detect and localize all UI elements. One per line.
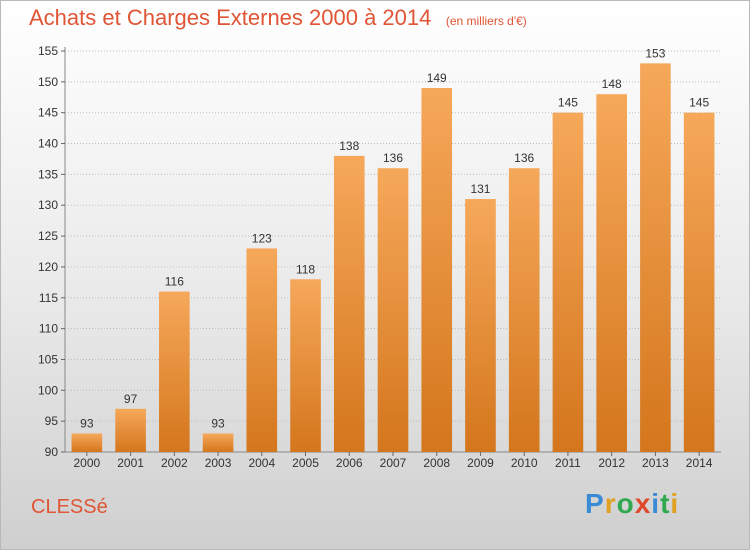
chart-title: Achats et Charges Externes 2000 à 2014 (… (29, 5, 527, 31)
value-labels: 93 97 116 93 123 118 138 136 149 131 136 145 148 153 1… (80, 46, 709, 430)
bar (465, 199, 496, 452)
x-tick-label: 2006 (336, 456, 363, 470)
x-ticks: 2000 2001 2002 2003 2004 2005 2006 2007 2008 2009… (74, 452, 713, 470)
bars (71, 63, 715, 452)
data-label: 149 (427, 71, 447, 85)
x-tick-label: 2008 (423, 456, 450, 470)
x-tick-label: 2004 (248, 456, 275, 470)
y-tick-label: 130 (38, 198, 58, 212)
brand-letter: r (604, 488, 617, 519)
title-main: Achats et Charges Externes 2000 à 2014 (29, 5, 432, 30)
bar (71, 433, 103, 452)
bar (640, 63, 671, 452)
data-label: 138 (339, 139, 359, 153)
data-label: 145 (689, 96, 709, 110)
bar (290, 279, 321, 452)
data-label: 118 (296, 262, 315, 276)
brand-letter: o (616, 488, 635, 519)
bar (377, 168, 409, 452)
y-tick-label: 150 (38, 75, 58, 89)
y-tick-label: 140 (38, 137, 58, 151)
y-tick-label: 110 (39, 322, 58, 336)
bar (596, 94, 627, 452)
x-tick-label: 2013 (642, 456, 669, 470)
bar (202, 433, 234, 452)
x-tick-label: 2014 (686, 456, 713, 470)
y-tick-label: 115 (39, 291, 58, 305)
x-tick-label: 2012 (598, 456, 625, 470)
y-tick-label: 95 (45, 414, 59, 428)
data-label: 131 (470, 182, 490, 196)
title-subtitle: (en milliers d'€) (445, 14, 527, 28)
bar (246, 248, 278, 452)
y-tick-label: 125 (38, 229, 58, 243)
y-tick-label: 105 (38, 352, 58, 366)
data-label: 93 (211, 416, 225, 430)
data-label: 136 (383, 151, 403, 165)
brand-letter: P (585, 488, 605, 519)
x-tick-label: 2010 (511, 456, 538, 470)
data-label: 148 (602, 77, 622, 91)
brand-letter: t (660, 488, 671, 519)
x-tick-label: 2002 (161, 456, 188, 470)
brand-letter: i (670, 488, 680, 519)
x-tick-label: 2007 (380, 456, 407, 470)
bar (552, 112, 584, 452)
brand-letter: x (634, 488, 652, 519)
data-label: 136 (514, 151, 534, 165)
y-tick-label: 155 (38, 44, 58, 58)
bar (333, 155, 365, 452)
brand-logo: Proxiti (585, 488, 679, 520)
bar (159, 291, 190, 452)
x-tick-label: 2009 (467, 456, 494, 470)
x-tick-label: 2001 (117, 456, 144, 470)
data-label: 153 (645, 46, 665, 60)
bar (421, 88, 453, 452)
x-tick-label: 2011 (555, 456, 581, 470)
data-label: 145 (558, 96, 578, 110)
y-tick-label: 100 (38, 383, 58, 397)
y-tick-label: 135 (38, 167, 58, 181)
x-tick-label: 2003 (205, 456, 232, 470)
y-tick-label: 120 (38, 260, 58, 274)
y-ticks: 90 95 100 105 110 115 120 125 130 135 140 145 150 155 (38, 44, 65, 459)
data-label: 93 (80, 416, 94, 430)
x-tick-label: 2005 (292, 456, 319, 470)
x-tick-label: 2000 (74, 456, 101, 470)
y-tick-label: 90 (45, 445, 59, 459)
bar (683, 112, 715, 452)
brand-letter: i (651, 488, 661, 519)
data-label: 116 (165, 275, 184, 289)
data-label: 97 (124, 392, 138, 406)
bar (115, 408, 146, 452)
bar (508, 168, 540, 452)
commune-name: CLESSé (31, 496, 108, 518)
y-tick-label: 145 (38, 106, 58, 120)
data-label: 123 (252, 231, 272, 245)
